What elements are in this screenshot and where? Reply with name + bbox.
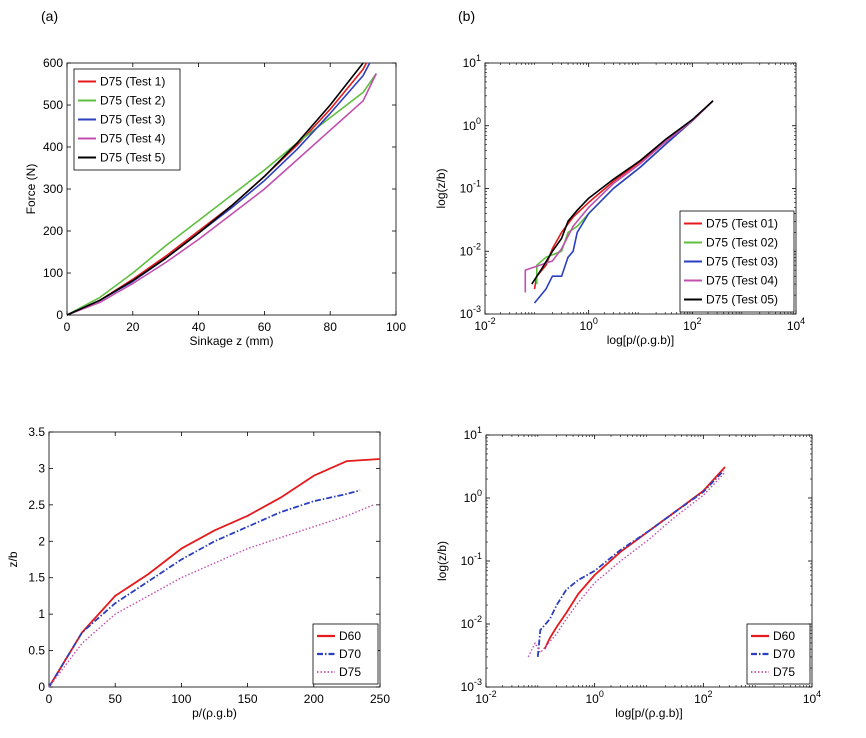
x-tick-label: 60 [258,320,272,334]
y-tick-label: 100 [463,116,481,133]
y-tick-label: 101 [463,53,481,70]
y-tick-label: 3 [38,461,45,475]
legend-label: D70 [773,647,795,661]
legend-box [312,623,379,685]
x-tick-label: 40 [192,320,206,334]
legend-box [73,68,181,171]
y-tick-label: 500 [43,98,63,112]
x-tick-label: 10-2 [475,689,496,706]
legend-label: D75 (Test 03) [706,255,778,269]
y-tick-label: 10-1 [461,551,482,568]
x-tick-label: 102 [694,689,712,706]
y-tick-label: 0 [38,680,45,694]
y-tick-label: 10-3 [460,304,481,321]
panel-label-b: (b) [458,8,476,24]
y-tick-label: 10-2 [460,241,481,258]
y-tick-label: 2.5 [28,498,45,512]
series-line-2 [48,489,361,688]
y-axis-label: Force (N) [24,164,38,215]
legend: D75 (Test 1) D75 (Test 2) D75 (Test 3) D75 … [73,68,181,171]
y-axis-label: log(z/b) [435,541,449,581]
y-tick-label: 0.5 [28,644,45,658]
legend-label: D75 (Test 3) [100,113,165,127]
x-axis-label: Sinkage z (mm) [189,334,273,348]
y-tick-label: 101 [464,425,482,442]
series-line-2 [536,470,725,657]
x-axis-label: p/(ρ.g.b) [192,706,237,720]
series-line-4 [66,73,378,316]
legend-label: D75 (Test 1) [100,75,165,89]
legend-label: D60 [773,629,795,643]
legend-label: D75 (Test 02) [706,236,778,250]
y-tick-label: 0 [56,308,63,322]
panel-label-a: (a) [41,8,59,24]
series-line-4 [524,100,714,293]
x-tick-label: 20 [126,320,140,334]
series-line-5 [531,100,714,285]
legend: D60 D70 D75 [312,623,379,685]
x-tick-label: 104 [803,689,821,706]
x-axis-label: log[p/(ρ.g.b)] [607,333,675,347]
legend-label: D75 (Test 05) [706,293,778,307]
x-tick-label: 100 [386,320,406,334]
legend-box [746,623,811,685]
x-tick-label: 200 [304,692,324,706]
y-tick-label: 3.5 [28,425,45,439]
series-line-3 [533,100,714,304]
chart-3: 0 50 100 150 200 250 0 0.5 1 1.5 2 2.5 3 3.5 p/(ρ.g.b)… [6,425,390,720]
y-tick-label: 1 [38,607,45,621]
y-tick-label: 100 [464,488,482,505]
series-line-2 [66,73,377,316]
x-tick-label: 250 [370,692,390,706]
y-tick-label: 2 [38,534,45,548]
y-tick-label: 1.5 [28,571,45,585]
legend-label: D70 [339,647,361,661]
y-tick-label: 10-3 [461,677,482,694]
x-tick-label: 100 [585,689,603,706]
legend-label: D75 [339,665,361,679]
legend-label: D75 (Test 04) [706,274,778,288]
y-tick-label: 10-1 [460,179,481,196]
legend-label: D75 (Test 2) [100,94,165,108]
y-tick-label: 100 [43,266,63,280]
x-tick-label: 104 [787,316,805,333]
legend-label: D75 [773,665,795,679]
legend: D60 D70 D75 [746,623,811,685]
legend-label: D75 (Test 4) [100,132,165,146]
y-tick-label: 10-2 [461,614,482,631]
y-tick-label: 200 [43,224,63,238]
chart-4: 10-2 100 102 10410-310-210-1100101log[p/(ρ.… [435,425,821,720]
y-axis-label: log(z/b) [434,168,448,208]
series-line-3 [48,504,374,688]
chart-1: 0 20 40 60 80 100 0 100 200 300 400 500 600 Sinkage z… [24,56,406,348]
y-axis-label: z/b [6,551,20,567]
x-tick-label: 150 [238,692,258,706]
x-tick-label: 50 [109,692,123,706]
y-tick-label: 300 [43,182,63,196]
x-tick-label: 100 [579,316,597,333]
x-tick-label: 102 [683,316,701,333]
y-tick-label: 400 [43,140,63,154]
y-tick-label: 600 [43,56,63,70]
x-tick-label: 10-2 [474,316,495,333]
legend-label: D60 [339,629,361,643]
x-tick-label: 100 [171,692,191,706]
series-line-5 [66,62,364,316]
series-line-3 [527,472,726,658]
x-tick-label: 0 [64,320,71,334]
x-tick-label: 80 [324,320,338,334]
x-tick-label: 0 [46,692,53,706]
series-line-1 [48,458,381,688]
legend-label: D75 (Test 5) [100,151,165,165]
chart-2: 10-2 100 102 10410-310-210-1100101log[p/(ρ.… [434,53,805,347]
x-axis-label: log[p/(ρ.g.b)] [615,706,683,720]
legend: D75 (Test 01) D75 (Test 02) D75 (Test 03) D… [679,210,795,313]
legend-label: D75 (Test 01) [706,217,778,231]
